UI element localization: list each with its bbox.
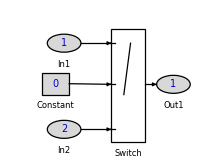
- Bar: [42, 73, 69, 95]
- Text: In1: In1: [58, 60, 71, 69]
- Text: Out1: Out1: [163, 101, 184, 110]
- Text: In2: In2: [58, 146, 71, 155]
- Text: 2: 2: [61, 124, 67, 134]
- Text: Switch: Switch: [114, 149, 142, 158]
- Text: 0: 0: [53, 79, 59, 89]
- Ellipse shape: [47, 34, 81, 52]
- Bar: [111, 29, 145, 142]
- Text: Constant: Constant: [37, 101, 75, 110]
- Text: 1: 1: [61, 38, 67, 48]
- Text: 1: 1: [170, 79, 176, 89]
- Ellipse shape: [47, 120, 81, 138]
- Ellipse shape: [157, 75, 190, 93]
